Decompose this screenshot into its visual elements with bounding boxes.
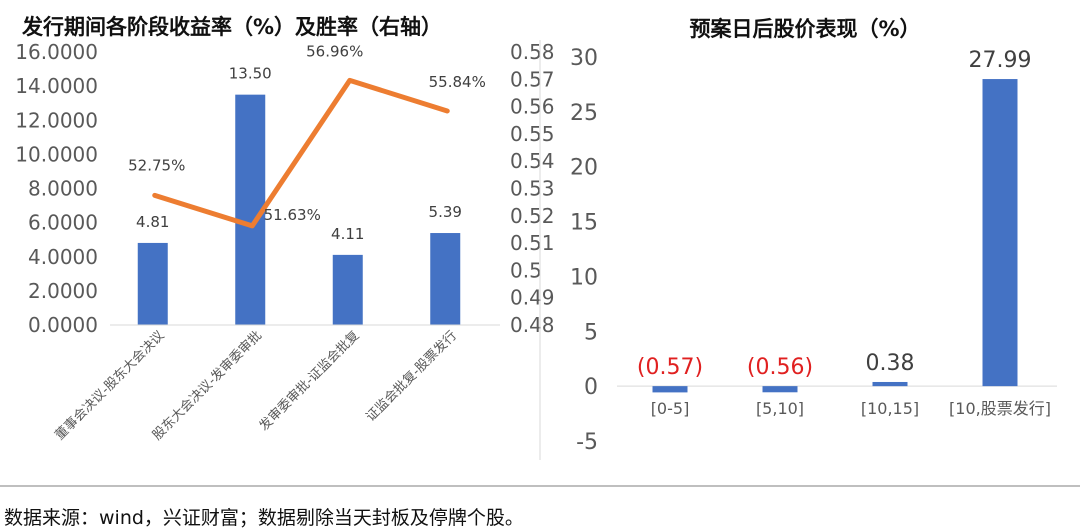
performance-x-label: [0-5]	[651, 399, 690, 418]
win-rate-line	[152, 77, 450, 229]
right-y-tick-label: 0.56	[510, 95, 555, 119]
performance-bar-2	[762, 386, 798, 393]
bar-data-label: 5.39	[429, 203, 462, 221]
x-category-label: 股东大会决议-发审委审批	[149, 328, 265, 444]
performance-x-label: [5,10]	[756, 399, 804, 418]
x-category-label: 证监会批复-股票发行	[363, 328, 460, 425]
bar-4	[430, 233, 461, 325]
left-y-tick-label: 6.0000	[28, 211, 98, 235]
performance-bar-1	[652, 386, 688, 393]
left-y-tick-label: 4.0000	[28, 245, 98, 269]
performance-data-label: 27.99	[969, 48, 1032, 73]
performance-x-label: [10,股票发行]	[949, 399, 1051, 418]
left-y-tick-label: 0.0000	[28, 313, 98, 337]
right-chart-y-tick-label: 20	[570, 156, 598, 181]
right-chart-y-tick-label: 0	[584, 375, 598, 400]
line-data-label: 56.96%	[306, 42, 363, 60]
left-y-tick-label: 12.0000	[15, 108, 98, 132]
right-chart-y-tick-label: 30	[570, 46, 598, 71]
right-y-tick-label: 0.51	[510, 231, 555, 255]
right-chart-y-tick-label: 25	[570, 101, 598, 126]
left-chart: 发行期间各阶段收益率（%）及胜率（右轴） 0.0000 2.0000 4.0000 6…	[15, 15, 554, 443]
right-y-tick-label: 0.53	[510, 177, 555, 201]
performance-data-label: 0.38	[866, 351, 915, 376]
performance-data-label: (0.57)	[637, 355, 703, 380]
x-category-label: 董事会决议-股东大会决议	[53, 328, 168, 443]
performance-x-label: [10,15]	[861, 399, 919, 418]
right-chart-y-tick-label: 5	[584, 320, 598, 345]
right-y-tick-label: 0.58	[510, 40, 555, 64]
left-y-tick-label: 2.0000	[28, 279, 98, 303]
source-note: 数据来源：wind，兴证财富；数据剔除当天封板及停牌个股。	[4, 507, 524, 529]
line-data-label: 55.84%	[429, 73, 486, 91]
right-chart-title: 预案日后股价表现（%）	[689, 17, 920, 41]
line-data-label: 51.63%	[264, 206, 321, 224]
right-y-tick-label: 0.55	[510, 122, 555, 146]
right-y-tick-label: 0.57	[510, 67, 555, 91]
right-chart: 预案日后股价表现（%） -5 0 5 10 15 20 25 30 (0.57) (0.56) 0…	[570, 17, 1057, 455]
right-chart-y-tick-label: 10	[570, 265, 598, 290]
line-data-label: 52.75%	[128, 156, 185, 174]
left-y-tick-label: 14.0000	[15, 74, 98, 98]
right-chart-y-tick-label: 15	[570, 211, 598, 236]
right-y-tick-label: 0.52	[510, 204, 555, 228]
x-category-label: 发审委审批-证监会批复	[256, 328, 363, 435]
performance-bar-3	[872, 381, 908, 387]
bar-data-label: 4.81	[136, 213, 169, 231]
right-chart-y-tick-label: -5	[576, 430, 598, 455]
performance-data-label: (0.56)	[747, 355, 813, 380]
left-y-tick-label: 8.0000	[28, 177, 98, 201]
right-y-tick-label: 0.49	[510, 286, 555, 310]
left-y-tick-label: 16.0000	[15, 40, 98, 64]
left-y-tick-label: 10.0000	[15, 142, 98, 166]
bar-data-label: 13.50	[229, 65, 272, 83]
bar-1	[137, 242, 168, 325]
right-y-tick-label: 0.54	[510, 149, 555, 173]
left-chart-title: 发行期间各阶段收益率（%）及胜率（右轴）	[21, 15, 442, 39]
right-y-tick-label: 0.48	[510, 313, 555, 337]
bar-data-label: 4.11	[331, 225, 364, 243]
performance-bar-4	[982, 79, 1018, 387]
bar-3	[332, 254, 363, 325]
right-y-tick-label: 0.5	[510, 258, 542, 282]
